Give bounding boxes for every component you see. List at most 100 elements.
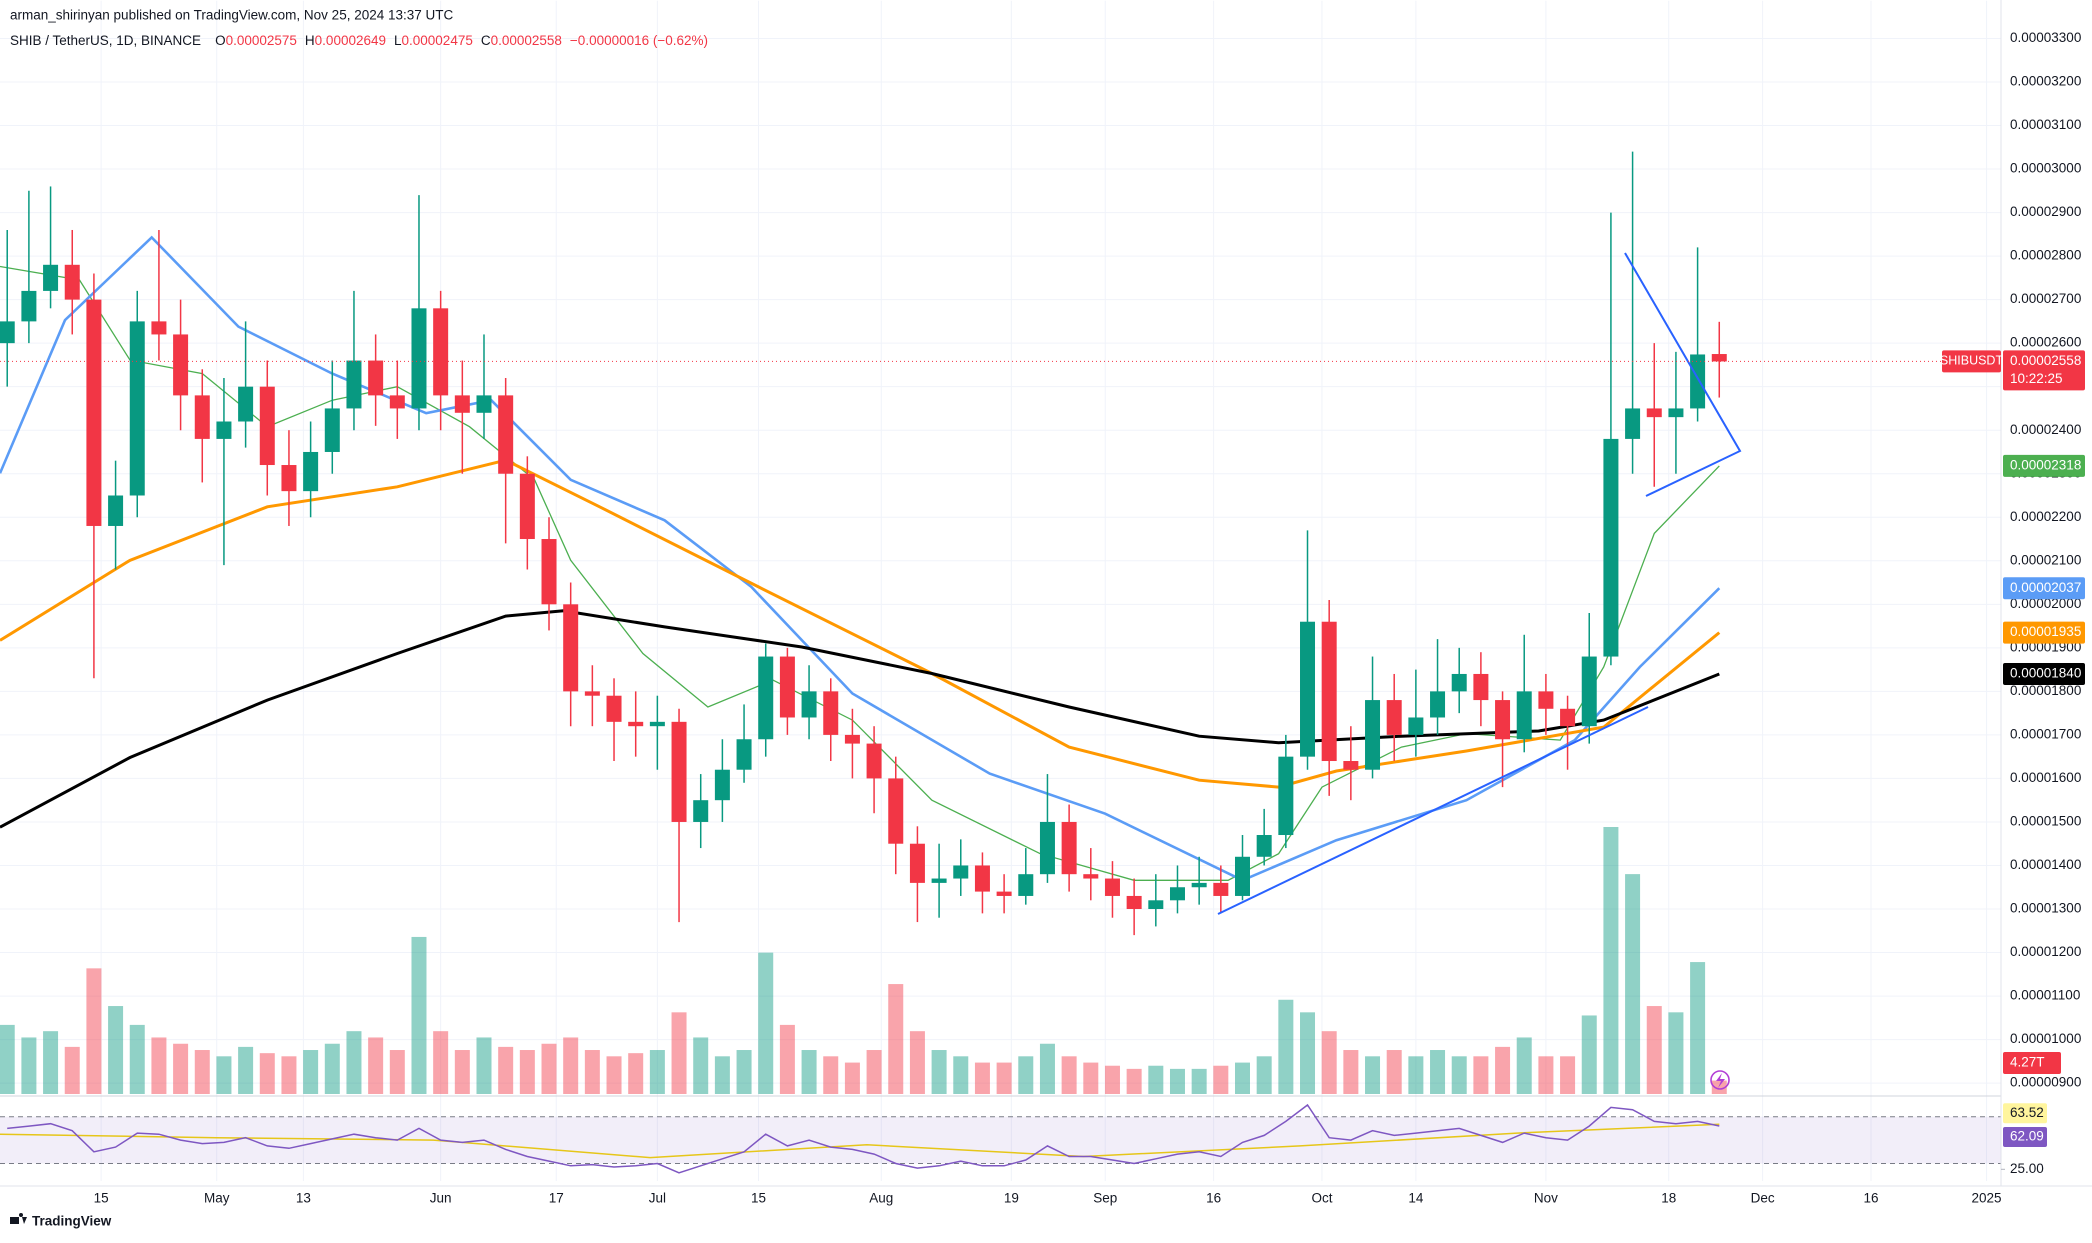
volume-bar — [996, 1062, 1012, 1094]
y-tick-label: 0.00001200 — [2010, 944, 2081, 959]
footer-brand: TradingView — [32, 1214, 112, 1229]
volume-bar — [1451, 1056, 1467, 1094]
y-tick-label: 0.00001000 — [2010, 1031, 2081, 1046]
moving-average — [0, 235, 1721, 882]
volume-bar — [1711, 1080, 1727, 1094]
candle-body — [909, 843, 925, 883]
volume-bar — [1386, 1050, 1402, 1094]
candle-body — [454, 395, 470, 413]
candle-body — [996, 891, 1012, 896]
volume-bar — [541, 1043, 557, 1094]
volume-bar — [1039, 1043, 1055, 1094]
volume-bar — [974, 1062, 990, 1094]
volume-bar — [21, 1037, 37, 1094]
x-tick-label: Aug — [869, 1191, 893, 1206]
candle-body — [1213, 882, 1229, 896]
logo-part — [22, 1217, 27, 1224]
candle-body — [844, 734, 860, 744]
x-tick-label: May — [204, 1191, 230, 1206]
candle-body — [1018, 874, 1034, 896]
price-tag — [2003, 350, 2085, 391]
candle-body — [303, 451, 319, 492]
publisher-line: arman_shirinyan published on TradingView… — [10, 8, 454, 23]
x-tick-label: Jun — [430, 1191, 452, 1206]
volume-bar — [1104, 1065, 1120, 1094]
volume-bar — [1646, 1006, 1662, 1094]
candle-body — [1603, 438, 1619, 657]
volume-bar — [1668, 1012, 1684, 1094]
candle-body — [888, 778, 904, 844]
candle-body — [1278, 756, 1294, 836]
candle-body — [1148, 900, 1164, 910]
volume-bar — [823, 1056, 839, 1094]
candle-body — [1625, 408, 1641, 439]
candle-body — [823, 691, 839, 735]
y-tick-label: 0.00002400 — [2010, 422, 2081, 437]
volume-bar — [1126, 1068, 1142, 1094]
volume-bar — [1560, 1056, 1576, 1094]
volume-bar — [1191, 1068, 1207, 1094]
volume-bar — [173, 1043, 189, 1094]
drawings — [1217, 252, 1742, 1090]
volume-bar — [563, 1037, 579, 1094]
volume-bar — [498, 1046, 514, 1094]
y-tick-label: 0.00003100 — [2010, 117, 2081, 132]
candle-body — [519, 473, 535, 540]
candle-body — [931, 878, 947, 883]
candle-body — [43, 264, 59, 291]
price-tag-text: 0.00002558 — [2010, 353, 2081, 368]
ma-tag-text: 0.00002037 — [2010, 580, 2081, 595]
volume-bar — [1083, 1062, 1099, 1094]
candle-body — [628, 721, 644, 727]
candle-body — [151, 321, 167, 335]
volume-bar — [86, 968, 102, 1094]
volume-bar — [346, 1031, 362, 1094]
ma-tag-text: 0.00001840 — [2010, 666, 2081, 681]
candle-body — [1646, 408, 1662, 418]
candle-body — [649, 721, 665, 727]
y-tick-label: 0.00001100 — [2010, 988, 2080, 1003]
candle-body — [281, 465, 297, 492]
candle-body — [758, 656, 774, 740]
x-tick-label: 17 — [549, 1191, 564, 1206]
volume-bar — [628, 1053, 644, 1094]
footer: TradingView — [10, 1213, 112, 1229]
candle-body — [1516, 691, 1532, 740]
candle-body — [129, 321, 145, 496]
logo-part — [19, 1213, 23, 1217]
y-tick-label: 0.00002100 — [2010, 552, 2081, 567]
y-tick-label: 0.00002700 — [2010, 291, 2081, 306]
volume-bar — [909, 1031, 925, 1094]
volume-bar — [888, 984, 904, 1094]
volume-bar — [758, 952, 774, 1094]
ma-tag-text: 0.00002318 — [2010, 457, 2081, 472]
volume-bar — [238, 1046, 254, 1094]
candle-body — [238, 386, 254, 422]
y-tick-label: 0.00001600 — [2010, 770, 2081, 785]
ma-tag-text: 0.00001935 — [2010, 624, 2081, 639]
ma-tag — [2003, 621, 2085, 644]
moving-average — [0, 609, 1720, 829]
volume-bar — [671, 1012, 687, 1094]
x-tick-label: Dec — [1751, 1191, 1775, 1206]
y-tick-label: 0.00000900 — [2010, 1075, 2081, 1090]
candle-body — [1365, 700, 1381, 770]
volume-bar — [1061, 1056, 1077, 1094]
volume-tag — [2003, 1052, 2061, 1074]
candle-body — [108, 495, 124, 526]
rsi-pane — [0, 1103, 2001, 1174]
y-tick-label: 0.00002900 — [2010, 204, 2081, 219]
volume-bar — [606, 1056, 622, 1094]
volume-bar — [108, 1006, 124, 1094]
volume-bar — [779, 1024, 795, 1094]
rsi-tag-text: 62.09 — [2010, 1129, 2044, 1144]
y-tick-label: 0.00003300 — [2010, 30, 2081, 45]
candle-body — [86, 299, 102, 526]
volume-bar — [476, 1037, 492, 1094]
rsi-band — [0, 1116, 2001, 1164]
candle-body — [411, 308, 427, 409]
candle-body — [1495, 700, 1511, 740]
candle-body — [194, 395, 210, 439]
